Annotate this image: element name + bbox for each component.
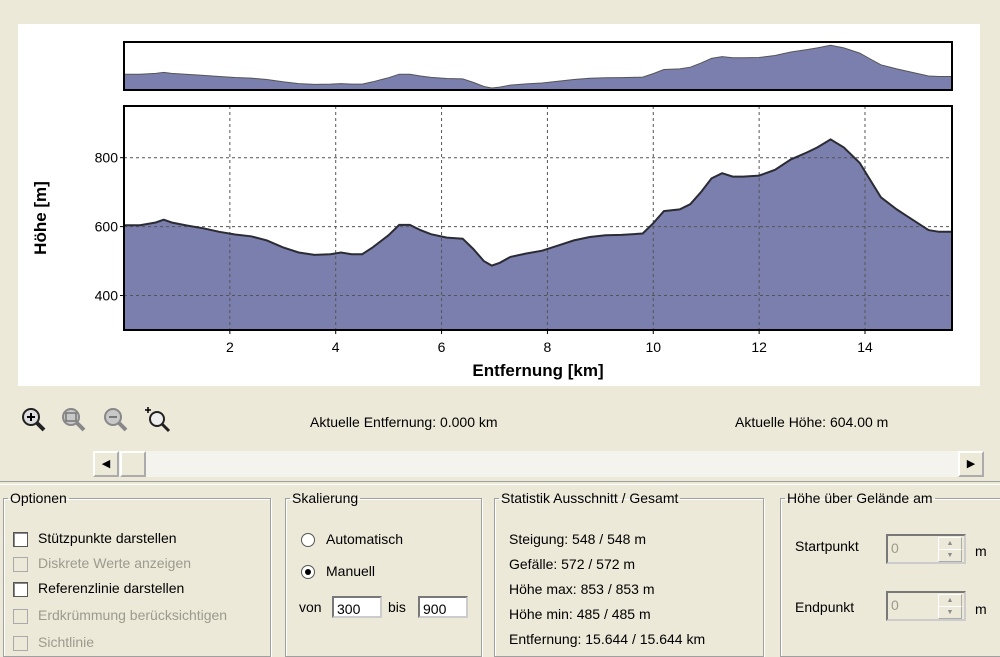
startpunkt-unit: m — [975, 543, 987, 559]
stat-gefaelle: Gefälle: 572 / 572 m — [509, 556, 636, 572]
zoom-reset-icon[interactable] — [142, 404, 172, 434]
bis-label: bis — [388, 599, 406, 615]
radio-label-manuell: Manuell — [326, 563, 376, 579]
endpunkt-value: 0 — [891, 597, 899, 613]
elevation-line — [124, 138, 952, 267]
current-distance-label: Aktuelle Entfernung: 0.000 km — [310, 414, 498, 430]
endpunkt-down-arrow-icon[interactable]: ▼ — [938, 606, 962, 619]
elevation-chart-panel: 2 4 6 8 10 12 14 400 600 800 Entfernung [km] Höhe [… — [18, 24, 980, 386]
stat-hoehe-min: Höhe min: 485 / 485 m — [509, 606, 651, 622]
endpunkt-unit: m — [975, 601, 987, 617]
current-height-label: Aktuelle Höhe: 604.00 m — [735, 414, 889, 430]
x-axis-label: Entfernung [km] — [472, 361, 603, 380]
elevation-area — [124, 139, 952, 330]
x-tick-label: 4 — [332, 339, 340, 355]
stat-entfernung: Entfernung: 15.644 / 15.644 km — [509, 631, 706, 647]
scaling-group: Skalierung Automatisch Manuell von 300 b… — [285, 490, 482, 657]
scaling-legend: Skalierung — [292, 490, 359, 506]
endpunkt-label: Endpunkt — [795, 599, 855, 615]
startpunkt-value: 0 — [891, 540, 899, 556]
startpunkt-spinner[interactable]: 0 ▲ ▼ — [886, 534, 966, 564]
startpunkt-down-arrow-icon[interactable]: ▼ — [938, 549, 962, 562]
options-legend: Optionen — [10, 490, 67, 506]
x-tick-label: 8 — [544, 339, 552, 355]
x-tick-label: 10 — [645, 339, 661, 355]
y-tick-label: 600 — [95, 219, 119, 235]
statistics-group: Statistik Ausschnitt / Gesamt Steigung: … — [494, 490, 764, 657]
x-tick-label: 14 — [857, 339, 873, 355]
checkbox-label-erdkruemmung: Erdkrümmung berücksichtigen — [38, 607, 228, 623]
zoom-region-icon[interactable] — [58, 404, 88, 434]
checkbox-sichtlinie — [13, 636, 28, 651]
y-tick-label: 400 — [95, 288, 119, 304]
zoom-out-icon[interactable] — [100, 404, 130, 434]
checkbox-erdkruemmung — [13, 609, 28, 624]
x-tick-label: 12 — [751, 339, 767, 355]
startpunkt-label: Startpunkt — [795, 538, 859, 554]
zoom-in-icon[interactable] — [18, 404, 48, 434]
horizontal-scrollbar[interactable]: ◀ ▶ — [93, 451, 984, 477]
x-tick-label: 2 — [226, 339, 234, 355]
height-above-ground-group: Höhe über Gelände am Startpunkt 0 ▲ ▼ m … — [780, 490, 1000, 657]
checkbox-label-referenzlinie: Referenzlinie darstellen — [38, 580, 185, 596]
checkbox-label-sichtlinie: Sichtlinie — [38, 634, 95, 650]
checkbox-label-diskrete-werte: Diskrete Werte anzeigen — [38, 555, 192, 571]
checkbox-stuetzpunkte[interactable] — [13, 532, 28, 547]
overview-frame — [123, 41, 953, 91]
checkbox-diskrete-werte — [13, 557, 28, 572]
scroll-left-button[interactable]: ◀ — [93, 451, 119, 477]
overview-area — [123, 44, 953, 91]
radio-automatisch[interactable] — [301, 533, 315, 547]
radio-label-automatisch: Automatisch — [326, 531, 404, 547]
statistics-legend: Statistik Ausschnitt / Gesamt — [501, 490, 679, 506]
elevation-chart[interactable]: 2 4 6 8 10 12 14 400 600 800 Entfernung [km] Höhe [… — [18, 24, 980, 386]
y-axis-label: Höhe [m] — [31, 181, 50, 255]
plot-frame — [123, 105, 953, 331]
x-tick-label: 6 — [438, 339, 446, 355]
scroll-right-button[interactable]: ▶ — [958, 451, 984, 477]
panel-divider — [0, 481, 1000, 485]
checkbox-referenzlinie[interactable] — [13, 582, 28, 597]
height-above-ground-legend: Höhe über Gelände am — [787, 490, 933, 506]
scroll-thumb[interactable] — [120, 451, 146, 477]
options-group: Optionen Stützpunkte darstellen Diskrete… — [3, 490, 271, 657]
checkbox-label-stuetzpunkte: Stützpunkte darstellen — [38, 530, 177, 546]
y-tick-label: 800 — [95, 150, 119, 166]
von-label: von — [299, 599, 322, 615]
stat-hoehe-max: Höhe max: 853 / 853 m — [509, 581, 655, 597]
bis-input[interactable]: 900 — [418, 596, 468, 618]
stat-steigung: Steigung: 548 / 548 m — [509, 531, 646, 547]
von-input[interactable]: 300 — [332, 596, 382, 618]
radio-manuell[interactable] — [301, 565, 315, 579]
endpunkt-spinner[interactable]: 0 ▲ ▼ — [886, 591, 966, 621]
